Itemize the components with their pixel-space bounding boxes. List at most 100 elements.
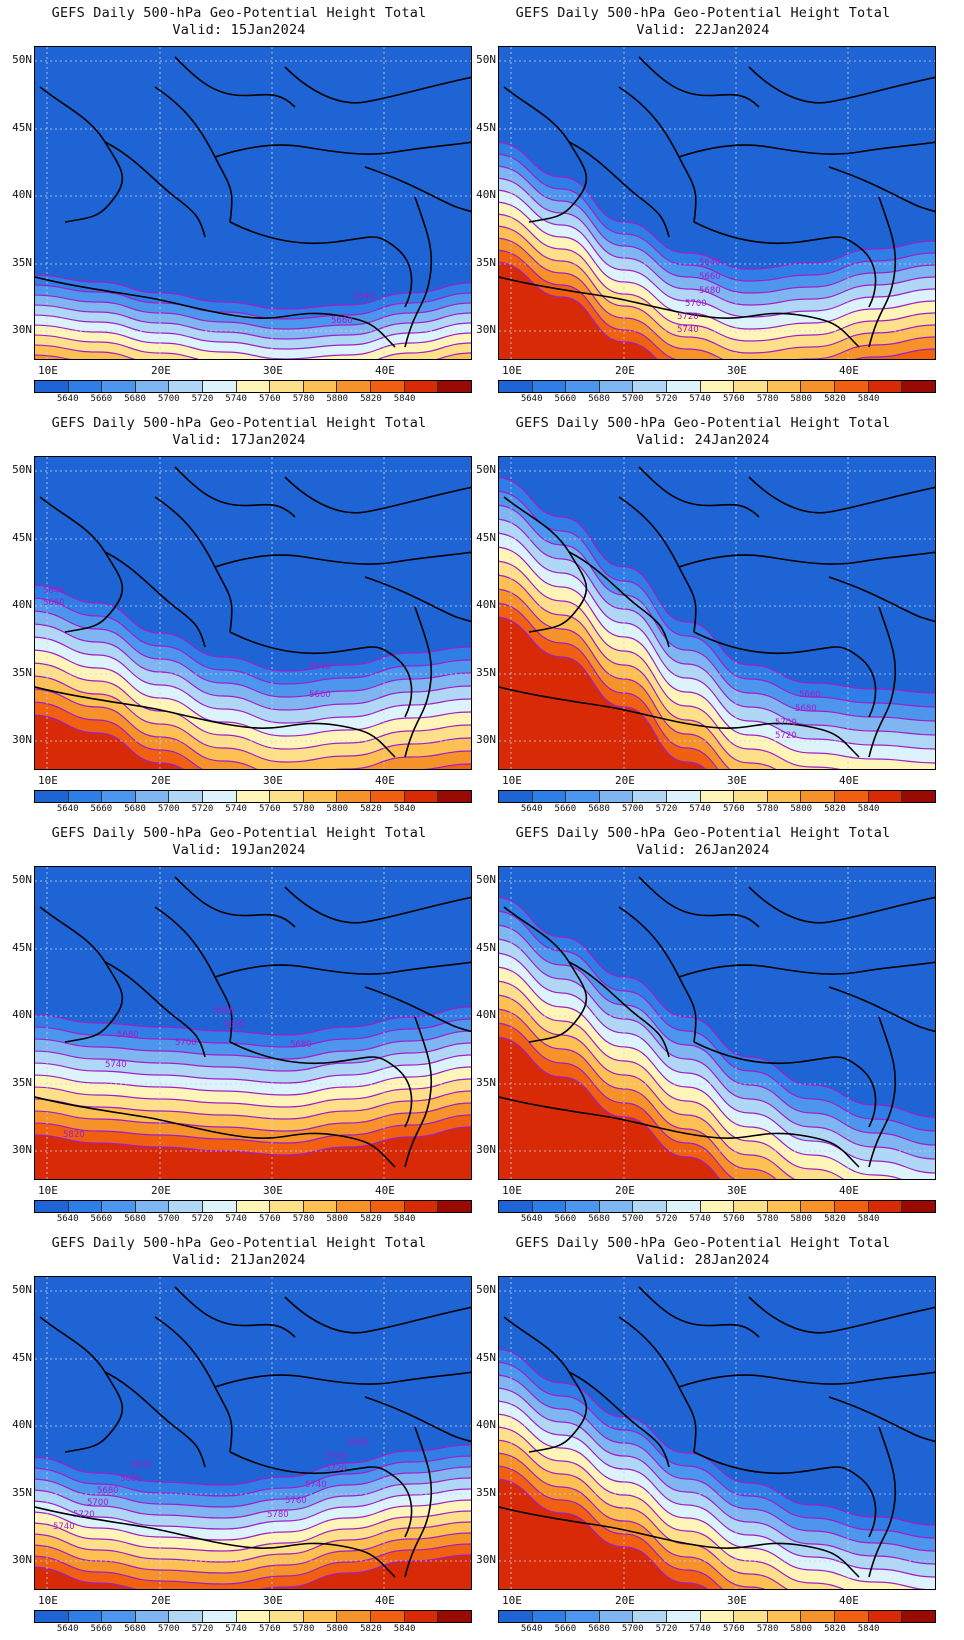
colorbar-segment	[566, 1611, 600, 1622]
latitude-label: 30N	[12, 1553, 32, 1566]
coastline	[174, 1286, 296, 1338]
colorbar-segment	[499, 381, 533, 392]
colorbar-segment	[801, 1611, 836, 1622]
height-band	[499, 1479, 708, 1589]
colorbar-labels: 5640 5660 5680 5700 5720 5740 5760 5780 5800 5820…	[34, 1624, 472, 1636]
latitude-label: 35N	[12, 666, 32, 679]
contour-line	[499, 546, 935, 764]
colorbar-segment	[667, 1201, 701, 1212]
coastline	[35, 686, 396, 758]
contour-line	[499, 261, 658, 359]
coastline	[35, 276, 396, 348]
panel-valid-date: Valid: 24Jan2024	[636, 432, 770, 448]
colorbar-segment	[102, 381, 136, 392]
height-band	[35, 715, 183, 769]
coastline	[638, 1286, 760, 1338]
coastline	[404, 606, 433, 758]
contour-line	[35, 1543, 471, 1585]
colorbar-level-label: 5640	[520, 804, 543, 814]
colorbar-level-label: 5780	[292, 1214, 315, 1224]
contour-line	[499, 980, 845, 1179]
coastline	[503, 86, 588, 223]
coastline	[364, 166, 471, 213]
coastline	[748, 66, 935, 104]
longitude-label: 30E	[263, 1594, 283, 1607]
colorbar-segment	[532, 1611, 567, 1622]
coastline	[693, 1451, 877, 1538]
colorbar-level-label: 5760	[259, 1214, 281, 1224]
contour-line	[499, 1036, 721, 1179]
height-map: 5660 5680 5700 5720	[498, 456, 936, 770]
colorbar-level-label: 5740	[225, 1214, 247, 1224]
contour-line	[499, 1387, 935, 1565]
contour-label: 5720	[677, 312, 699, 322]
coastline	[828, 166, 935, 213]
colorbar-level-label: 5740	[689, 804, 711, 814]
colorbar-segment	[303, 1611, 338, 1622]
colorbar-labels: 5640 5660 5680 5700 5720 5740 5760 5780 5800 5820…	[498, 1214, 936, 1226]
colorbar-level-label: 5820	[824, 804, 846, 814]
contour-line	[499, 165, 935, 294]
contour-line	[499, 201, 935, 330]
coastline	[568, 141, 670, 238]
latitude-label: 50N	[476, 873, 496, 886]
colorbar-level-label: 5760	[259, 394, 281, 404]
coastline	[503, 906, 588, 1043]
latitude-label: 30N	[476, 1143, 496, 1156]
contour-line	[35, 344, 471, 359]
colorbar-level-label: 5740	[225, 804, 247, 814]
colorbar-level-label: 5800	[790, 804, 813, 814]
latitude-label: 35N	[476, 666, 496, 679]
coastline	[748, 886, 935, 924]
colorbar-segment	[599, 1201, 634, 1212]
contour-line	[499, 994, 796, 1179]
contour-line	[35, 714, 184, 769]
colorbar-level-label: 5800	[326, 394, 349, 404]
contour-line	[499, 141, 935, 270]
colorbar-segment	[734, 1611, 768, 1622]
colorbar-segment	[499, 791, 533, 802]
coastline	[404, 1426, 433, 1578]
contour-line	[499, 532, 935, 750]
colorbar-segment	[801, 1201, 836, 1212]
contour-line	[35, 1102, 471, 1132]
colorbar	[498, 1610, 936, 1623]
colorbar-segment	[303, 791, 338, 802]
colorbar-level-label: 5680	[588, 394, 610, 404]
coastline	[568, 961, 670, 1058]
colorbar-level-label: 5740	[225, 394, 247, 404]
contour-line	[499, 153, 935, 282]
panel-valid-date: Valid: 22Jan2024	[636, 22, 770, 38]
coastline	[499, 686, 860, 758]
height-map: 5660 5680 5680 5700 5680 5740 5820	[34, 866, 472, 1180]
colorbar-level-label: 5660	[554, 394, 577, 404]
map-panel: GEFS Daily 500-hPa Geo-Potential Height …	[0, 410, 480, 820]
longitude-label: 30E	[727, 774, 747, 787]
colorbar-labels: 5640 5660 5680 5700 5720 5740 5760 5780 5800 5820…	[34, 1214, 472, 1226]
colorbar-segment	[169, 1201, 204, 1212]
contour-line	[35, 1466, 471, 1508]
coastline	[154, 906, 233, 1043]
longitude-label: 40E	[839, 1594, 859, 1607]
colorbar-segment	[734, 1201, 768, 1212]
coastline	[638, 56, 760, 108]
colorbar-labels: 5640 5660 5680 5700 5720 5740 5760 5780 5800 5820…	[498, 804, 936, 816]
coastline	[618, 86, 697, 223]
colorbar-level-label: 5720	[655, 394, 678, 404]
colorbar-segment	[169, 791, 204, 802]
colorbar-level-label: 5640	[56, 394, 79, 404]
colorbar-segment	[499, 1611, 533, 1622]
colorbar-level-label: 5800	[790, 1624, 813, 1634]
colorbar-segment	[767, 1611, 802, 1622]
longitude-label: 40E	[839, 774, 859, 787]
colorbar-level-label: 5700	[157, 1214, 180, 1224]
colorbar-segment	[633, 791, 668, 802]
coastline	[39, 906, 124, 1043]
colorbar-segment	[868, 381, 903, 392]
colorbar-segment	[236, 1611, 271, 1622]
latitude-label: 30N	[476, 1553, 496, 1566]
contour-line	[499, 1008, 777, 1179]
longitude-label: 20E	[615, 364, 635, 377]
coastline	[154, 86, 233, 223]
